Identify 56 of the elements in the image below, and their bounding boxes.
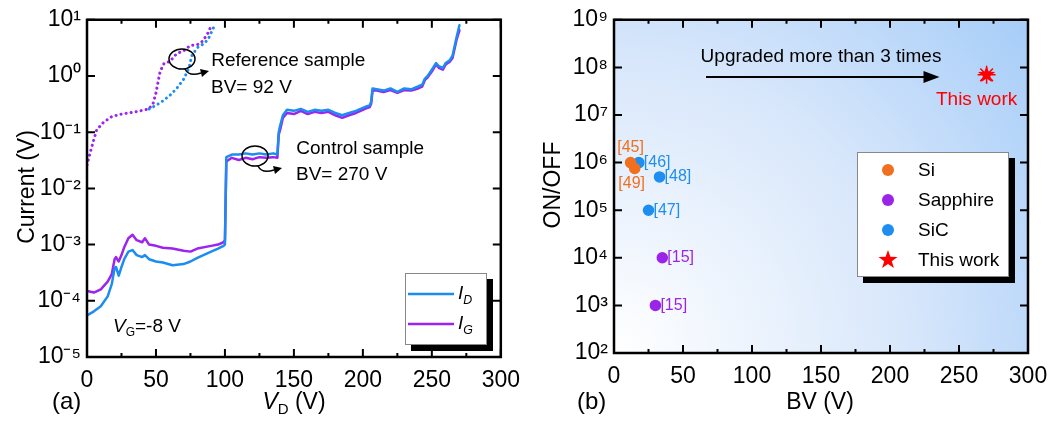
x-tick-label: 150 [801, 362, 841, 389]
x-tick-label: 250 [412, 366, 452, 393]
x-tick-label: 200 [870, 362, 910, 389]
annotation: [49] [618, 173, 646, 191]
annotation: This work [935, 88, 1018, 110]
y-tick-label: 10³ [574, 290, 609, 317]
x-tick-label: 300 [481, 366, 520, 393]
point [642, 204, 655, 216]
annotation: BV= 92 V [211, 76, 293, 98]
x-axis-title: BV (V) [786, 388, 854, 415]
annotation: [15] [660, 295, 688, 313]
x-tick-label: 0 [80, 366, 94, 393]
point [649, 299, 662, 312]
legend-label: SiC [918, 218, 949, 241]
y-tick-label: 10⁻⁵ [37, 342, 81, 369]
y-axis-title: ON/OFF [539, 141, 566, 229]
x-tick-label: 250 [939, 362, 979, 389]
y-tick-label: 10⁶ [572, 147, 608, 174]
annotation: BV= 270 V [296, 163, 388, 185]
annotation: Upgraded more than 3 times [700, 45, 942, 67]
annotation: Reference sample [211, 49, 366, 71]
x-tick-label: 300 [1008, 362, 1048, 389]
y-axis-title: Current (V) [13, 130, 40, 244]
x-tick-label: 50 [143, 366, 169, 393]
text: (b) [577, 386, 607, 414]
y-tick-label: 10⁻¹ [39, 117, 82, 144]
y-tick-label: 10¹ [47, 5, 82, 32]
y-tick-label: 10⁹ [572, 5, 608, 32]
legend-label: I$_{G}$ [458, 311, 473, 337]
legend-label: Sapphire [918, 188, 995, 211]
annotation: [47] [653, 200, 681, 218]
annotation: [46] [643, 153, 671, 171]
point [628, 162, 641, 175]
x-tick-label: 200 [343, 366, 383, 393]
x-tick-label: 0 [607, 362, 621, 389]
annotation: [15] [667, 248, 694, 266]
legend-label: Si [918, 158, 935, 181]
x-tick-label: 100 [732, 362, 772, 389]
legend-label: This work [918, 248, 1000, 271]
y-tick-label: 10⁸ [572, 52, 608, 79]
y-tick-label: 10⁻⁴ [37, 286, 81, 313]
y-tick-label: 10² [574, 338, 609, 365]
point [656, 252, 669, 264]
legend-label: I$_{D}$ [458, 281, 473, 307]
annotation: Control sample [296, 137, 425, 159]
y-tick-label: 10⁴ [572, 243, 608, 270]
point [653, 171, 666, 183]
y-tick-label: 10⁻² [39, 173, 82, 200]
y-tick-label: 10⁰ [47, 61, 81, 88]
y-tick-label: 10⁵ [572, 195, 608, 222]
y-tick-label: 10⁻³ [39, 229, 82, 256]
text: (a) [52, 386, 82, 414]
annotation: [45] [617, 138, 644, 156]
x-tick-label: 50 [670, 362, 696, 389]
y-tick-label: 10⁷ [574, 100, 608, 127]
x-tick-label: 100 [205, 366, 245, 393]
